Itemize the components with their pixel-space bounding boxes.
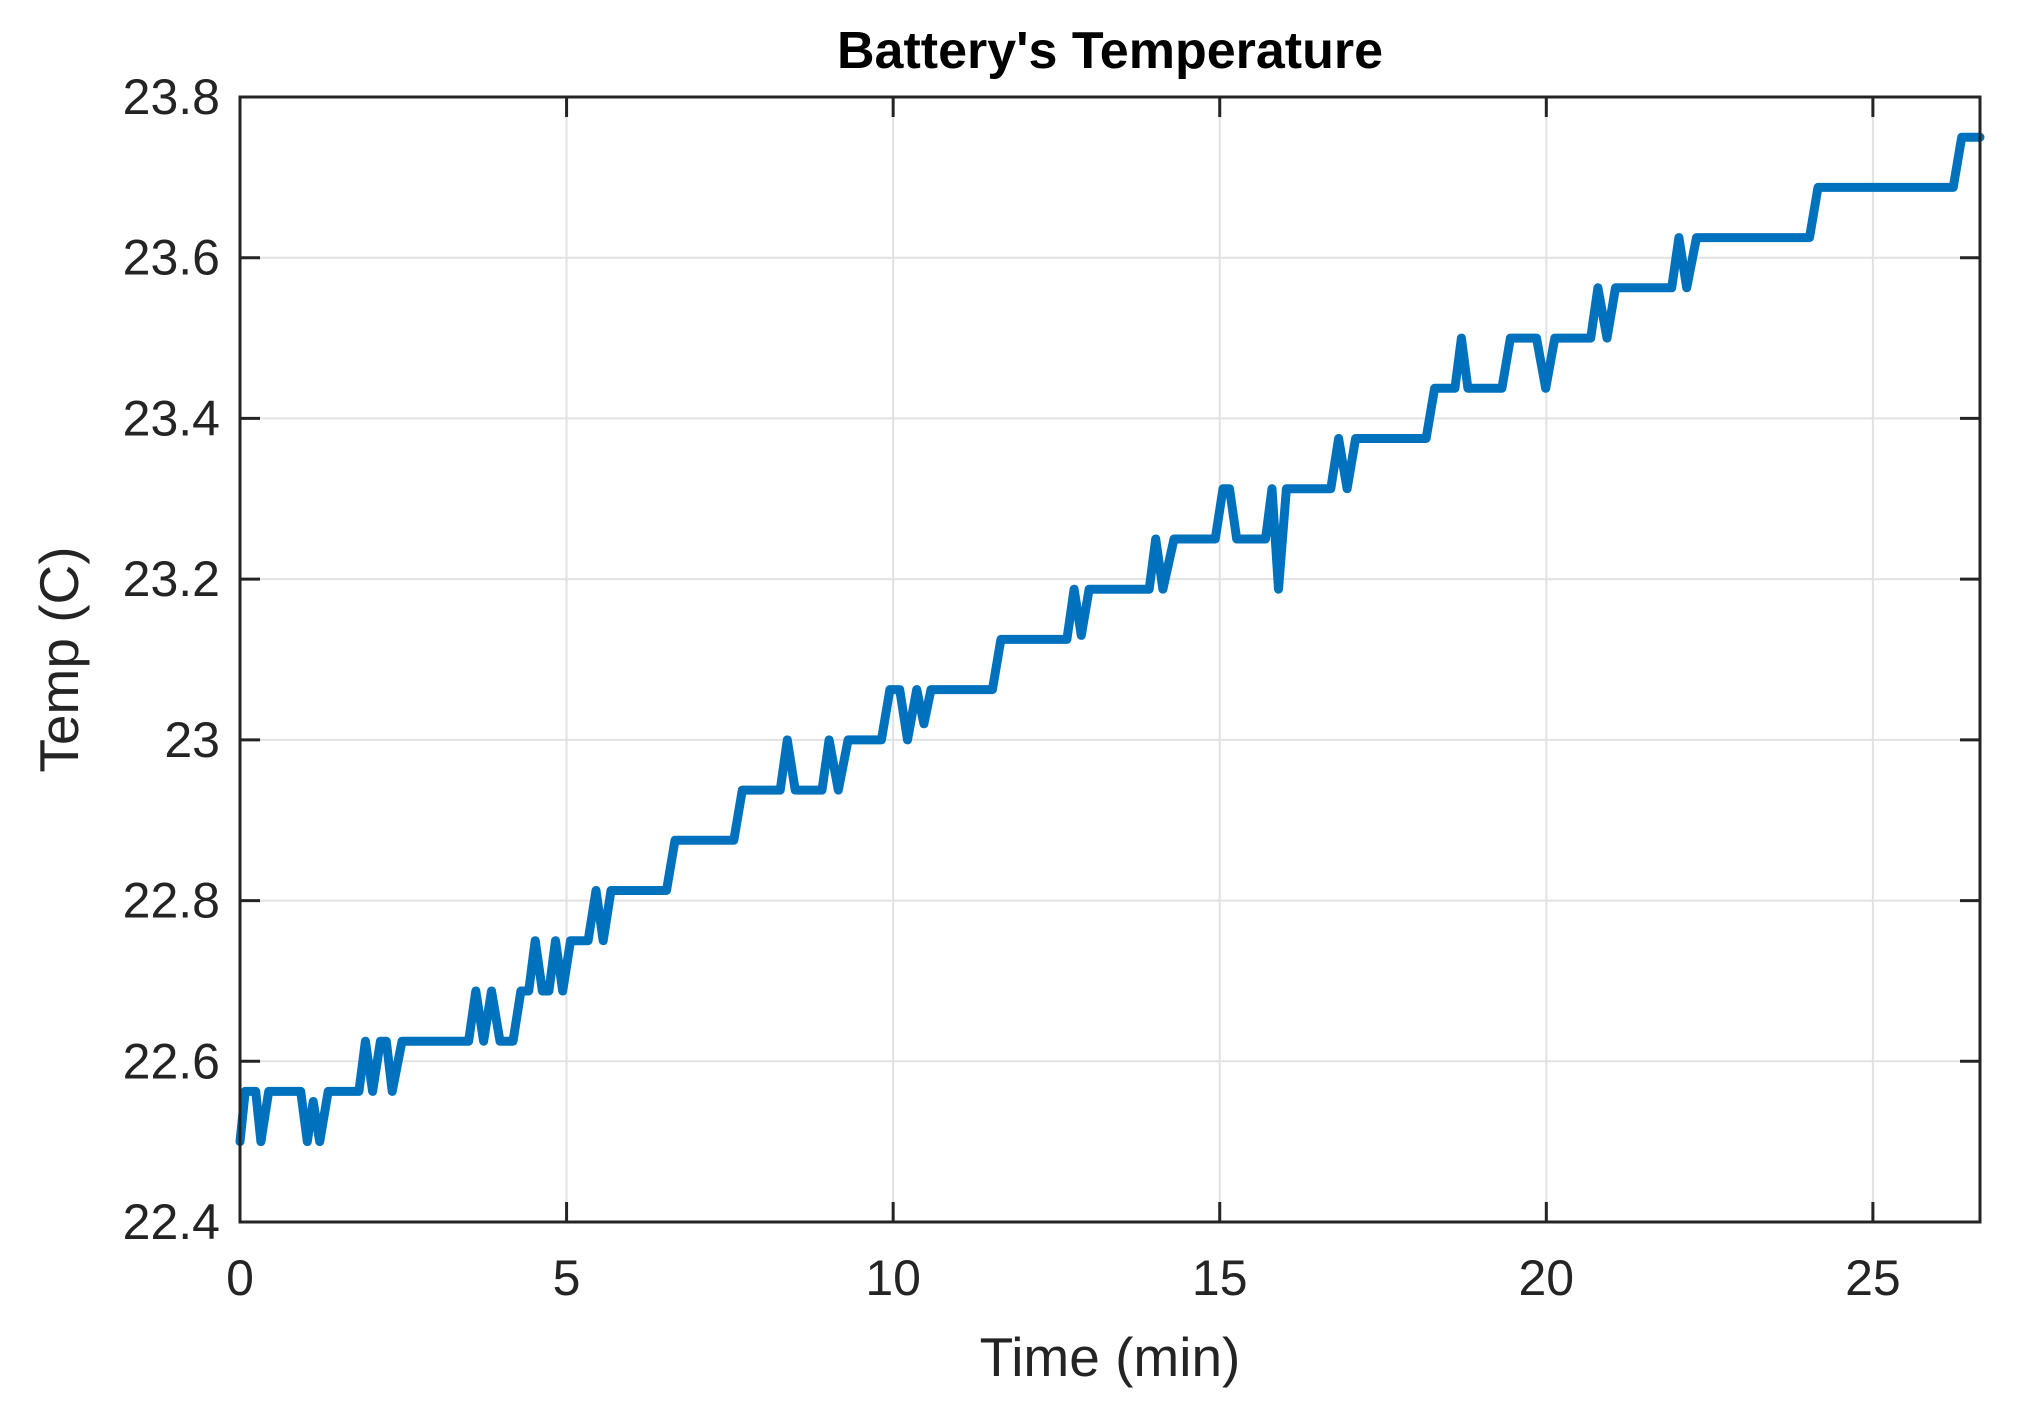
x-tick-label-20: 20 <box>1518 1250 1574 1306</box>
tick-label-layer: 0 5 10 15 20 25 22.4 22.6 22.8 23 23.2 23.4 23.6 23.8 <box>123 69 1901 1306</box>
y-tick-label-22.8: 22.8 <box>123 873 220 929</box>
temperature-series-line <box>235 132 1985 1147</box>
y-tick-label-23: 23 <box>164 712 220 768</box>
x-axis-label: Time (min) <box>980 1326 1241 1388</box>
tick-mark-layer <box>238 95 1980 1224</box>
y-tick-label-23.6: 23.6 <box>123 230 220 286</box>
x-tick-label-25: 25 <box>1845 1250 1901 1306</box>
x-tick-label-10: 10 <box>865 1250 921 1306</box>
x-tick-label-5: 5 <box>553 1250 581 1306</box>
x-tick-label-15: 15 <box>1192 1250 1248 1306</box>
x-tick-label-0: 0 <box>226 1250 254 1306</box>
y-tick-label-23.4: 23.4 <box>123 390 220 446</box>
chart-title: Battery's Temperature <box>837 22 1383 80</box>
y-tick-label-23.2: 23.2 <box>123 551 220 607</box>
y-axis-label: Temp (C) <box>28 546 90 772</box>
y-tick-label-22.4: 22.4 <box>123 1194 220 1250</box>
plot-box <box>238 95 1982 1224</box>
y-tick-label-22.6: 22.6 <box>123 1033 220 1089</box>
y-tick-label-23.8: 23.8 <box>123 69 220 125</box>
grid-layer <box>240 97 1980 1222</box>
